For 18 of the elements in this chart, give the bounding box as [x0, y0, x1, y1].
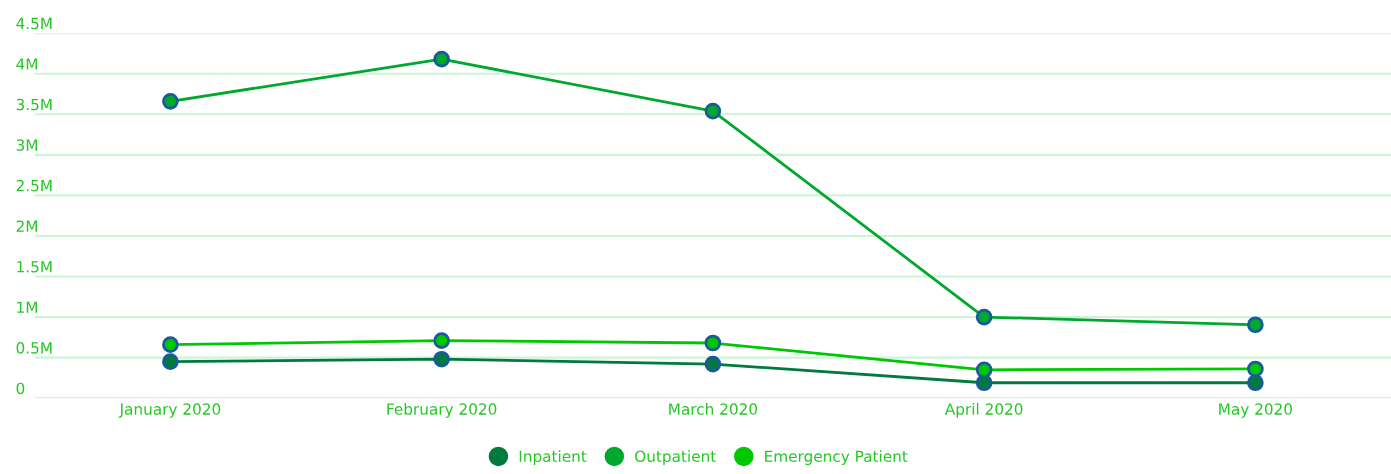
y-tick-label: 3.5M — [16, 98, 52, 111]
y-tick-label: 2M — [16, 220, 37, 232]
legend-label: Outpatient — [635, 450, 716, 465]
y-tick-label: 2.5M — [16, 179, 52, 192]
y-tick-label: 1.5M — [17, 261, 52, 273]
x-tick-label: January 2020 — [118, 403, 221, 418]
y-tick-label: 3M — [16, 139, 37, 151]
y-tick-label: 0.5M — [16, 342, 52, 354]
y-tick-label: 4M — [16, 58, 37, 70]
y-tick-label: 1M — [17, 301, 37, 313]
y-tick-label: 4.5M — [16, 17, 52, 30]
x-tick-label: April 2020 — [944, 403, 1023, 418]
x-tick-label: February 2020 — [387, 403, 497, 418]
legend-label: Inpatient — [519, 450, 587, 465]
x-tick-label: March 2020 — [669, 403, 758, 415]
y-tick-label: 0 — [16, 382, 25, 395]
x-tick-label: May 2020 — [1219, 403, 1293, 418]
legend-label: Emergency Patient — [765, 450, 908, 465]
